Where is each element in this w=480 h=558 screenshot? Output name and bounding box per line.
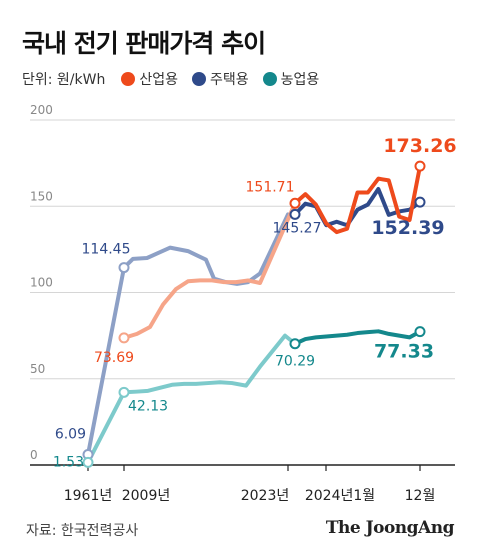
series-line-history	[122, 201, 297, 340]
legend-swatch-industrial	[121, 72, 136, 86]
legend-label-industrial: 산업용	[139, 72, 178, 88]
y-tick-label: 100	[30, 276, 53, 290]
y-tick-label: 50	[30, 362, 45, 376]
legend-label-residential: 주택용	[210, 72, 249, 88]
data-point-marker	[118, 386, 130, 398]
data-point-marker	[414, 196, 426, 208]
chart-title: 국내 전기 판매가격 추이	[22, 29, 266, 58]
data-point-marker	[289, 208, 301, 220]
x-tick-label: 2009년	[122, 488, 171, 504]
y-tick-label: 200	[30, 103, 53, 117]
legend-item-agricultural: 농업용	[262, 69, 320, 89]
data-point-marker	[414, 326, 426, 338]
x-tick-label: 1961년	[64, 488, 113, 504]
line-chart: 0 50 100 150 200 1961년 2009년 2023년 2024년1월 12월 6.0…	[30, 103, 457, 504]
data-label: 114.45	[82, 242, 131, 258]
unit-label: 단위: 원/kWh	[22, 72, 106, 88]
data-label: 152.39	[371, 217, 444, 239]
y-tick-label: 0	[30, 448, 38, 462]
legend-swatch-residential	[192, 72, 206, 86]
data-label: 145.27	[273, 220, 322, 236]
x-tick-label: 2023년	[241, 488, 290, 504]
data-label: 70.29	[275, 354, 315, 370]
x-tick-label: 12월	[405, 488, 436, 504]
data-point-marker	[82, 456, 94, 468]
data-point-marker	[289, 197, 301, 209]
data-point-marker	[289, 338, 301, 350]
legend: 단위: 원/kWh 산업용 주택용 농업용	[22, 69, 333, 89]
series-line-recent	[293, 164, 422, 235]
x-tick-label: 2024년1월	[305, 488, 375, 504]
data-point-marker	[118, 332, 130, 344]
data-point-marker	[414, 160, 426, 172]
series-line-recent	[293, 329, 422, 346]
source-note: 자료: 한국전력공사	[26, 523, 139, 539]
brand-logo: The JoongAng	[325, 518, 455, 538]
series-line-history	[86, 333, 297, 465]
data-label: 77.33	[374, 341, 434, 363]
legend-label-agricultural: 농업용	[280, 72, 320, 88]
data-label: 151.71	[246, 179, 295, 195]
data-label: 173.26	[383, 135, 456, 157]
data-point-marker	[118, 262, 130, 274]
data-label: 73.69	[94, 350, 134, 366]
legend-item-residential: 주택용	[192, 69, 249, 89]
data-label: 6.09	[55, 426, 86, 442]
data-label: 1.53	[53, 454, 84, 470]
data-label: 42.13	[128, 398, 168, 414]
legend-item-industrial: 산업용	[121, 69, 178, 89]
y-tick-label: 150	[30, 189, 53, 203]
legend-swatch-agricultural	[262, 72, 277, 86]
